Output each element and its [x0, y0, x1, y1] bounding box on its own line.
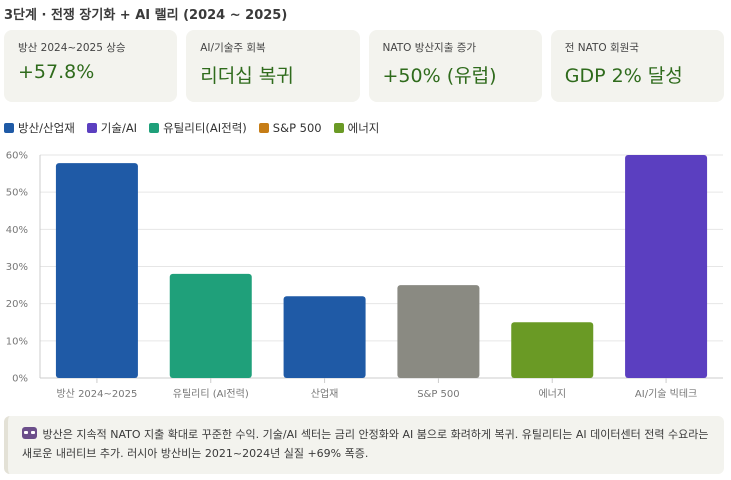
- chart-title: 3단계 · 전쟁 장기화 + AI 랠리 (2024 ~ 2025): [4, 8, 288, 23]
- legend-item-defense[interactable]: 방산/산업재: [4, 120, 75, 136]
- commentary-note: 방산은 지속적 NATO 지출 확대로 꾸준한 수익. 기술/AI 섹터는 금리…: [4, 416, 724, 474]
- y-tick-label: 40%: [6, 225, 28, 236]
- legend-label: 기술/AI: [100, 121, 138, 135]
- x-tick-label: 방산 2024~2025: [56, 388, 137, 400]
- x-tick-label: 에너지: [538, 388, 566, 400]
- stat-card-label: NATO 방산지출 증가: [382, 42, 477, 54]
- y-tick-label: 10%: [6, 336, 28, 347]
- stat-card-nato-spending: NATO 방산지출 증가 +50% (유럽): [368, 30, 542, 102]
- y-tick-label: 50%: [6, 188, 28, 199]
- legend-label: 에너지: [347, 121, 380, 135]
- stat-card-value: GDP 2% 달성: [564, 65, 683, 87]
- legend-swatch: [4, 123, 14, 133]
- x-tick-label: S&P 500: [417, 389, 459, 400]
- note-text: 방산은 지속적 NATO 지출 확대로 꾸준한 수익. 기술/AI 섹터는 금리…: [22, 428, 709, 460]
- legend-item-tech[interactable]: 기술/AI: [86, 120, 138, 136]
- legend-item-sp500[interactable]: S&P 500: [258, 120, 322, 136]
- bar[interactable]: [397, 285, 480, 378]
- y-tick-label: 0%: [12, 374, 28, 385]
- legend-item-energy[interactable]: 에너지: [333, 120, 380, 136]
- y-tick-label: 30%: [6, 262, 28, 273]
- legend-swatch: [333, 123, 344, 133]
- stat-cards: 방산 2024~2025 상승 +57.8% AI/기술주 회복 리더십 복귀 …: [4, 30, 724, 102]
- bar[interactable]: [511, 322, 594, 378]
- legend-label: 유틸리티(AI전력): [163, 121, 247, 135]
- legend-swatch: [258, 123, 269, 133]
- bar[interactable]: [169, 273, 252, 378]
- x-tick-label: AI/기술 빅테크: [635, 388, 697, 400]
- bar[interactable]: [283, 296, 366, 378]
- y-tick-label: 60%: [6, 151, 28, 162]
- legend-item-utility[interactable]: 유틸리티(AI전력): [149, 120, 247, 136]
- chart-legend: 방산/산업재 기술/AI 유틸리티(AI전력) S&P 500 에너지: [4, 120, 379, 136]
- y-tick-label: 20%: [6, 299, 28, 310]
- bar-chart: 0% 10% 20% 30% 40% 50% 60% 방산 2024~2025 유틸리티 (AI…: [6, 151, 723, 400]
- stat-card-value: 리더십 복귀: [200, 65, 294, 87]
- stat-card-label: 전 NATO 회원국: [564, 42, 639, 54]
- stat-card-ai: AI/기술주 회복 리더십 복귀: [186, 30, 360, 102]
- stat-card-defense: 방산 2024~2025 상승 +57.8%: [4, 30, 178, 102]
- legend-swatch: [86, 123, 97, 133]
- legend-label: S&P 500: [272, 121, 322, 135]
- stat-card-nato-members: 전 NATO 회원국 GDP 2% 달성: [550, 30, 724, 102]
- bar[interactable]: [625, 155, 708, 378]
- x-tick-label: 유틸리티 (AI전력): [173, 387, 249, 400]
- stat-card-label: AI/기술주 회복: [200, 42, 266, 54]
- stat-card-value: +57.8%: [18, 61, 95, 83]
- bar[interactable]: [55, 163, 138, 378]
- robot-icon: [22, 427, 37, 439]
- legend-swatch: [149, 123, 160, 133]
- stat-card-label: 방산 2024~2025 상승: [18, 42, 126, 54]
- legend-label: 방산/산업재: [18, 121, 75, 135]
- x-tick-label: 산업재: [311, 387, 339, 400]
- stat-card-value: +50% (유럽): [382, 65, 497, 87]
